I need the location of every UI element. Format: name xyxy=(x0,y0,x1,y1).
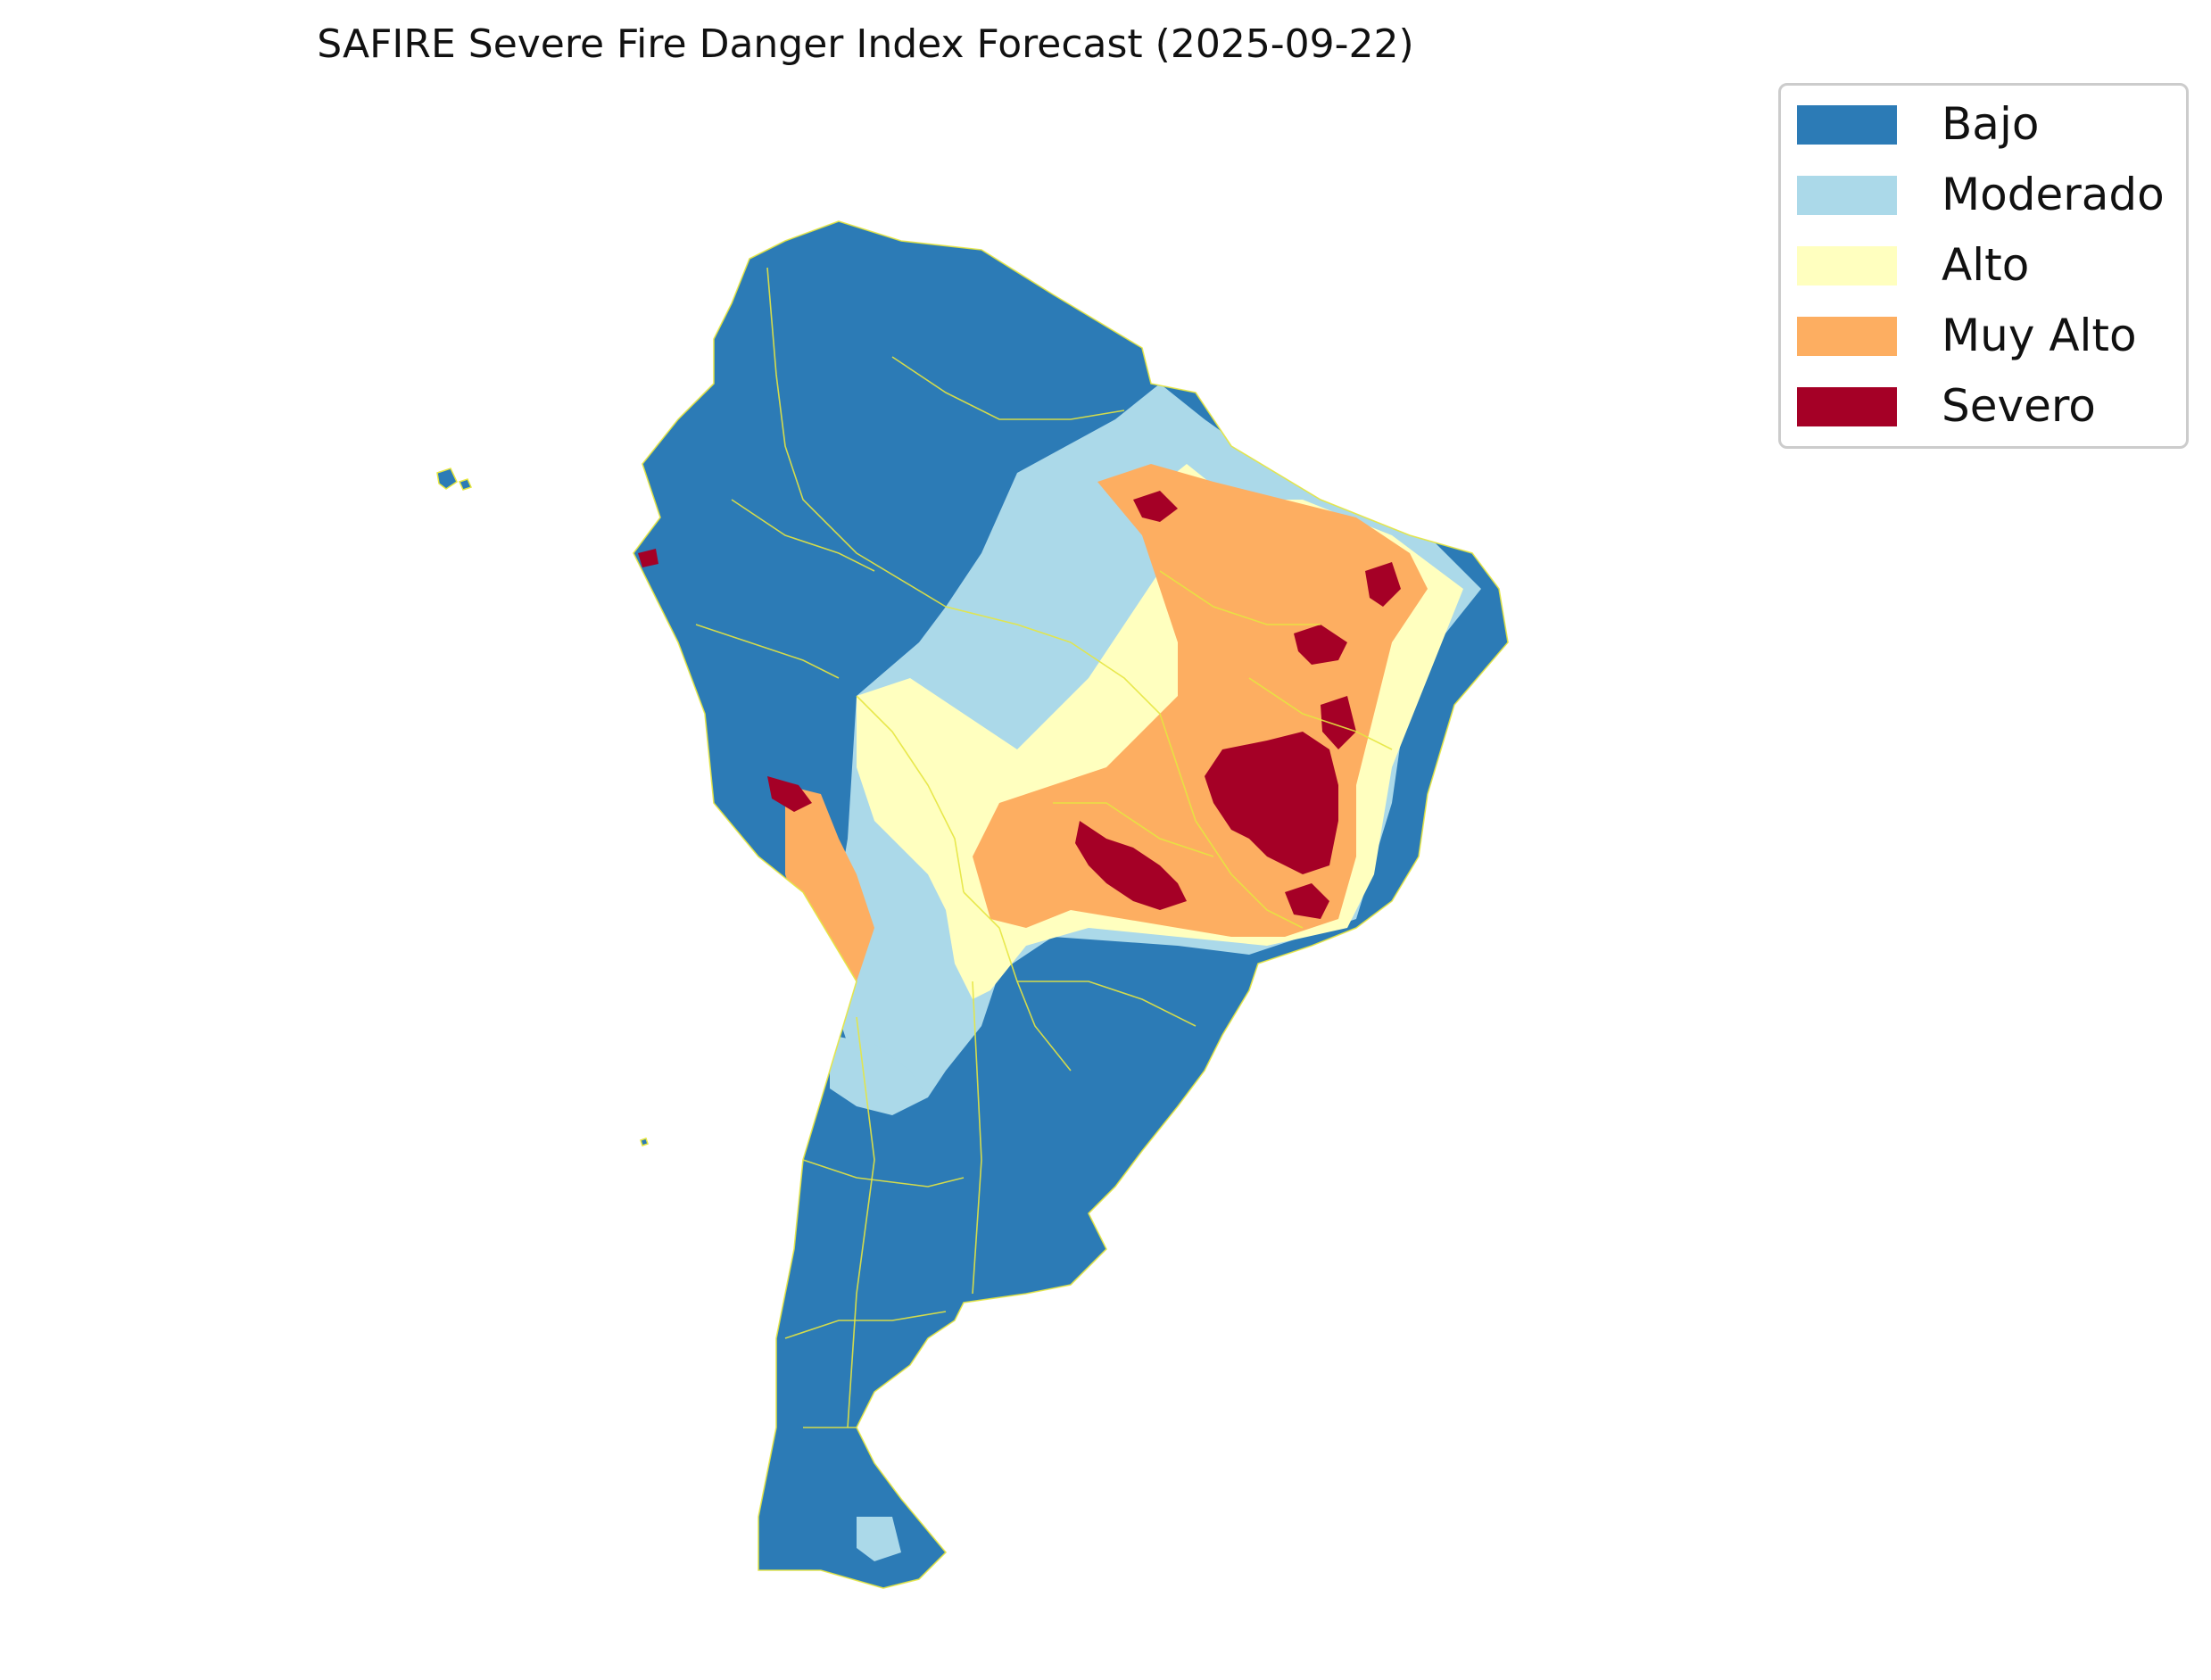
legend-item-bajo: Bajo xyxy=(1797,98,2181,159)
legend-label-alto: Alto xyxy=(1942,239,2030,291)
admin-borders xyxy=(633,220,1509,1589)
map-title: SAFIRE Severe Fire Danger Index Forecast… xyxy=(317,21,1414,67)
legend-swatch-muy-alto xyxy=(1797,317,1897,356)
zone-severo-east-coast xyxy=(1365,562,1401,607)
zone-severo-southwest xyxy=(1075,821,1187,910)
zone-severo-east-inland xyxy=(1321,696,1356,749)
legend-swatch-moderado xyxy=(1797,176,1897,215)
legend-item-muy-alto: Muy Alto xyxy=(1797,310,2181,370)
galapagos-islands xyxy=(436,468,458,490)
legend: Bajo Moderado Alto Muy Alto Severo xyxy=(1778,83,2189,449)
islands xyxy=(436,468,649,1146)
legend-label-muy-alto: Muy Alto xyxy=(1942,310,2137,361)
zone-severo-chile xyxy=(823,990,841,1044)
zone-severo-ecuador xyxy=(638,549,658,567)
legend-label-bajo: Bajo xyxy=(1942,98,2040,150)
zone-moderado-south xyxy=(830,1035,928,1115)
legend-item-alto: Alto xyxy=(1797,239,2181,300)
zone-severo-central xyxy=(1205,732,1338,874)
legend-swatch-severo xyxy=(1797,387,1897,426)
legend-item-severo: Severo xyxy=(1797,380,2181,441)
zone-severo-north xyxy=(1133,491,1178,522)
zone-severo-peru xyxy=(767,776,812,812)
legend-swatch-alto xyxy=(1797,246,1897,286)
zone-moderado-patagonia xyxy=(857,1517,901,1561)
legend-label-moderado: Moderado xyxy=(1942,169,2165,220)
zone-severo-northeast xyxy=(1294,625,1347,665)
legend-label-severo: Severo xyxy=(1942,380,2096,432)
legend-item-moderado: Moderado xyxy=(1797,169,2181,229)
legend-swatch-bajo xyxy=(1797,105,1897,145)
zone-severo-southeast xyxy=(1285,883,1329,919)
juan-fernandez-islands xyxy=(640,1138,649,1146)
